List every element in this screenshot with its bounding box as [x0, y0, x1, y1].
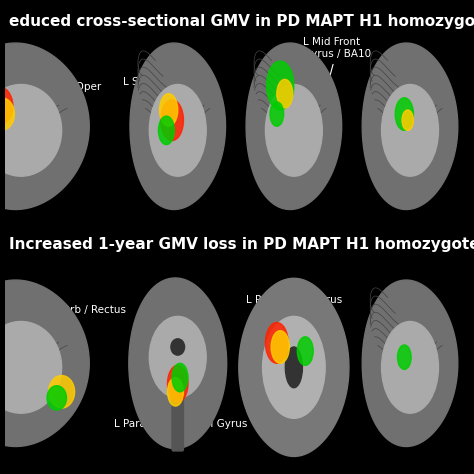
Circle shape	[47, 386, 66, 410]
Ellipse shape	[382, 84, 438, 176]
Circle shape	[167, 378, 183, 406]
Text: R Front Inf Oper: R Front Inf Oper	[19, 82, 101, 125]
Circle shape	[266, 61, 294, 110]
Polygon shape	[362, 43, 458, 210]
Circle shape	[395, 98, 413, 130]
Circle shape	[160, 94, 178, 126]
Circle shape	[402, 110, 413, 130]
Circle shape	[172, 363, 188, 392]
Text: Increased 1-year GMV loss in PD MAPT H1 homozygotes: Increased 1-year GMV loss in PD MAPT H1 …	[9, 237, 474, 252]
Ellipse shape	[149, 84, 206, 176]
Text: educed cross-sectional GMV in PD MAPT H1 homozygotes: educed cross-sectional GMV in PD MAPT H1…	[9, 14, 474, 29]
Circle shape	[398, 345, 411, 369]
Polygon shape	[130, 43, 226, 210]
Text: L Precentral Gyrus: L Precentral Gyrus	[246, 295, 343, 333]
Circle shape	[277, 79, 293, 108]
Circle shape	[271, 331, 289, 363]
Ellipse shape	[382, 321, 438, 413]
Ellipse shape	[285, 347, 302, 388]
Circle shape	[270, 102, 283, 126]
Ellipse shape	[0, 321, 62, 413]
Ellipse shape	[265, 84, 322, 176]
Circle shape	[49, 375, 74, 408]
Polygon shape	[362, 280, 458, 447]
Polygon shape	[239, 278, 349, 456]
Polygon shape	[129, 278, 227, 448]
Circle shape	[297, 337, 313, 365]
Ellipse shape	[0, 84, 62, 176]
Ellipse shape	[263, 317, 325, 419]
Circle shape	[161, 100, 183, 141]
Circle shape	[0, 85, 3, 114]
Ellipse shape	[149, 317, 206, 398]
Circle shape	[0, 85, 13, 126]
Polygon shape	[0, 43, 89, 210]
Polygon shape	[246, 43, 342, 210]
Text: L Parahippocampal Gyrus: L Parahippocampal Gyrus	[114, 401, 247, 428]
Circle shape	[167, 365, 188, 402]
Circle shape	[0, 98, 15, 130]
Text: L Mid Front
Gyrus / BA10: L Mid Front Gyrus / BA10	[303, 37, 372, 100]
Text: Front Sup Orb / Rectus: Front Sup Orb / Rectus	[9, 305, 127, 343]
Circle shape	[265, 322, 288, 363]
Polygon shape	[0, 280, 89, 447]
FancyBboxPatch shape	[172, 375, 183, 451]
Ellipse shape	[171, 339, 184, 355]
Circle shape	[158, 116, 174, 145]
Text: L Sup Temp Gyrus: L Sup Temp Gyrus	[123, 77, 217, 129]
